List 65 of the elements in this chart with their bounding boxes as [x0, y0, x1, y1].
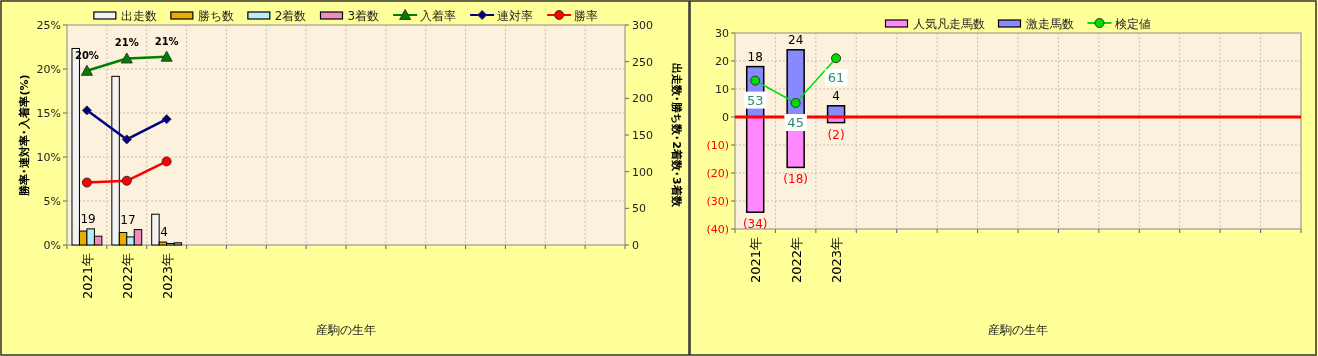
y-axis-title: 勝率･連対率･入着率(%) [18, 74, 31, 197]
y-tick-label: (30) [706, 195, 729, 208]
y-tick-label: 5% [43, 195, 61, 208]
data-label: (2) [827, 127, 845, 142]
point [81, 177, 92, 188]
x-tick-label: 2023年 [829, 237, 845, 284]
legend-label: 勝率 [574, 9, 599, 23]
x-tick-label: 2022年 [119, 253, 135, 300]
legend-label: 出走数 [120, 9, 157, 23]
data-label: 61 [827, 70, 845, 86]
y-tick-label: 25% [36, 19, 61, 32]
legend-label: 人気凡走馬数 [912, 17, 985, 31]
y2-tick-label: 200 [632, 92, 653, 106]
data-label: 24 [788, 32, 804, 47]
y-tick-label: 0% [43, 239, 61, 252]
legend-label: 勝ち数 [197, 9, 234, 23]
legend-label: 2着数 [274, 9, 307, 23]
x-axis-title: 産駒の生年 [316, 323, 376, 337]
data-label: 4 [160, 225, 168, 240]
data-label: 53 [746, 92, 764, 108]
y-tick-label: 20% [36, 63, 61, 76]
y-tick-label: 10 [715, 83, 729, 96]
data-label: 18 [747, 49, 763, 64]
y-tick-label: 30 [715, 27, 729, 40]
y2-tick-label: 0 [632, 239, 639, 252]
x-tick-label: 2022年 [788, 237, 804, 284]
x-tick-label: 2021年 [748, 237, 764, 284]
data-label: (34) [742, 217, 768, 232]
point [80, 64, 93, 76]
legend-label: 連対率 [497, 9, 534, 23]
point [120, 52, 133, 64]
point [160, 50, 173, 62]
y2-tick-label: 50 [632, 202, 646, 216]
y-tick-label: 20 [715, 55, 729, 68]
y-tick-label: 0 [722, 111, 729, 124]
legend-label: 激走馬数 [1025, 17, 1074, 31]
legend-label: 入着率 [420, 9, 457, 23]
y2-tick-label: 250 [632, 55, 653, 69]
y2-tick-label: 150 [632, 129, 653, 142]
x-tick-label: 2021年 [79, 253, 95, 300]
legend-label: 検定値 [1114, 17, 1151, 31]
y2-tick-label: 100 [632, 165, 653, 179]
data-label: 45 [787, 115, 804, 130]
y-tick-label: (10) [706, 139, 729, 152]
data-label: (18) [783, 172, 808, 187]
x-axis-title: 産駒の生年 [988, 323, 1048, 337]
x-tick-label: 2023年 [159, 253, 175, 300]
data-label: 19 [80, 211, 96, 226]
y-tick-label: 10% [36, 151, 61, 164]
y2-tick-label: 300 [632, 19, 653, 32]
y2-axis-title: 出走数･勝ち数･2着数･3着数 [670, 63, 683, 208]
point [121, 134, 132, 145]
point [161, 156, 172, 167]
data-label: 17 [120, 212, 136, 227]
data-label: 21% [154, 35, 179, 47]
data-label: 4 [832, 88, 840, 103]
legend-label: 3着数 [347, 9, 380, 23]
y-tick-label: (40) [706, 223, 729, 236]
point [121, 175, 132, 186]
y-tick-label: (20) [706, 167, 729, 180]
point [161, 114, 172, 125]
bar [745, 116, 765, 213]
point [81, 105, 92, 116]
y-tick-label: 15% [36, 107, 61, 120]
data-label: 21% [114, 37, 139, 49]
